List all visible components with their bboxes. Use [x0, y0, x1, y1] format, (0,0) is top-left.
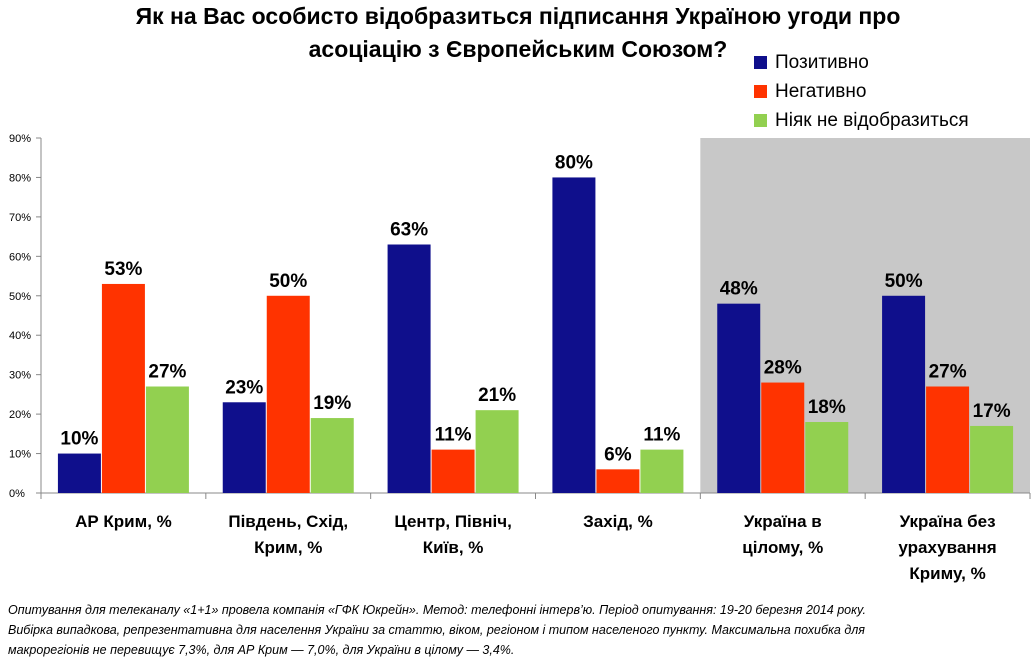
bar — [387, 244, 431, 493]
category-label: Криму, % — [909, 564, 985, 583]
category-label: Україна в — [744, 512, 822, 531]
bar — [882, 295, 926, 493]
bar — [101, 283, 145, 493]
survey-footnote: Опитування для телеканалу «1+1» провела … — [8, 600, 1028, 660]
y-tick-label: 90% — [9, 133, 31, 145]
bar-value-label: 11% — [435, 425, 472, 446]
category-label: урахування — [898, 538, 996, 557]
legend-label-neutral: Ніяк не відобразиться — [775, 109, 969, 131]
y-tick-label: 50% — [9, 291, 31, 303]
legend-swatch-neutral — [754, 114, 767, 127]
footnote-line-3: макрорегіонів не перевищує 7,3%, для АР … — [8, 643, 515, 657]
category-label: цілому, % — [742, 538, 823, 557]
footnote-line-2: Вибірка випадкова, репрезентативна для н… — [8, 623, 865, 637]
category-label: Україна без — [900, 512, 996, 531]
bar-value-label: 28% — [764, 358, 802, 379]
category-label: Захід, % — [583, 512, 653, 531]
y-tick-label: 0% — [9, 488, 25, 500]
bar — [640, 449, 684, 493]
bar — [596, 469, 640, 493]
chart-title-line-2: асоціацію з Європейським Союзом? — [308, 36, 728, 62]
bar — [926, 386, 970, 493]
y-tick-label: 80% — [9, 172, 31, 184]
bar-value-label: 10% — [60, 429, 98, 450]
bar-value-label: 17% — [973, 401, 1011, 422]
bar — [310, 418, 354, 493]
y-tick-label: 10% — [9, 449, 31, 461]
chart-title: Як на Вас особисто відобразиться підписа… — [0, 0, 1036, 66]
legend-label-positive: Позитивно — [775, 51, 869, 73]
bar-value-label: 11% — [643, 425, 680, 446]
bar — [57, 453, 101, 493]
bar-value-label: 27% — [148, 362, 186, 383]
y-tick-label: 40% — [9, 330, 31, 342]
category-label: АР Крим, % — [75, 512, 172, 531]
bar-value-label: 23% — [225, 377, 263, 398]
bar — [222, 402, 266, 493]
bar-value-label: 19% — [313, 393, 351, 414]
y-tick-label: 70% — [9, 212, 31, 224]
bar — [475, 410, 519, 493]
bar-value-label: 18% — [808, 397, 846, 418]
bar-value-label: 63% — [390, 220, 428, 241]
category-label: Південь, Схід, — [228, 512, 348, 531]
bar — [761, 382, 805, 493]
bar — [970, 425, 1014, 493]
legend-swatch-negative — [754, 85, 767, 98]
bar-chart: 0% 10% 20% 30% 40% 50% 60% 70% 80% 90% 10% 53% 27% АР… — [9, 133, 1031, 583]
bar — [431, 449, 475, 493]
footnote-line-1: Опитування для телеканалу «1+1» провела … — [8, 603, 866, 617]
chart-title-line-1: Як на Вас особисто відобразиться підписа… — [135, 3, 901, 29]
bar — [145, 386, 189, 493]
bar-value-label: 50% — [269, 271, 307, 292]
legend-swatch-positive — [754, 56, 767, 69]
bar — [805, 422, 849, 493]
bar — [266, 295, 310, 493]
bar-value-label: 27% — [929, 362, 967, 383]
category-label: Крим, % — [254, 538, 322, 557]
y-tick-label: 60% — [9, 251, 31, 263]
category-label: Київ, % — [423, 538, 484, 557]
y-tick-label: 20% — [9, 409, 31, 421]
bar — [717, 303, 761, 493]
bar-value-label: 48% — [720, 279, 758, 300]
bar-value-label: 6% — [604, 444, 632, 465]
bar-value-label: 50% — [885, 271, 923, 292]
chart-legend: Позитивно Негативно Ніяк не відобразитьс… — [754, 48, 969, 135]
bar — [552, 177, 596, 493]
bar-value-label: 80% — [555, 152, 593, 173]
bar-value-label: 21% — [478, 385, 516, 406]
y-tick-label: 30% — [9, 370, 31, 382]
legend-item-positive: Позитивно — [754, 48, 969, 77]
legend-label-negative: Негативно — [775, 80, 867, 102]
legend-item-negative: Негативно — [754, 77, 969, 106]
category-label: Центр, Північ, — [394, 512, 511, 531]
bar-value-label: 53% — [104, 259, 142, 280]
legend-item-neutral: Ніяк не відобразиться — [754, 106, 969, 135]
